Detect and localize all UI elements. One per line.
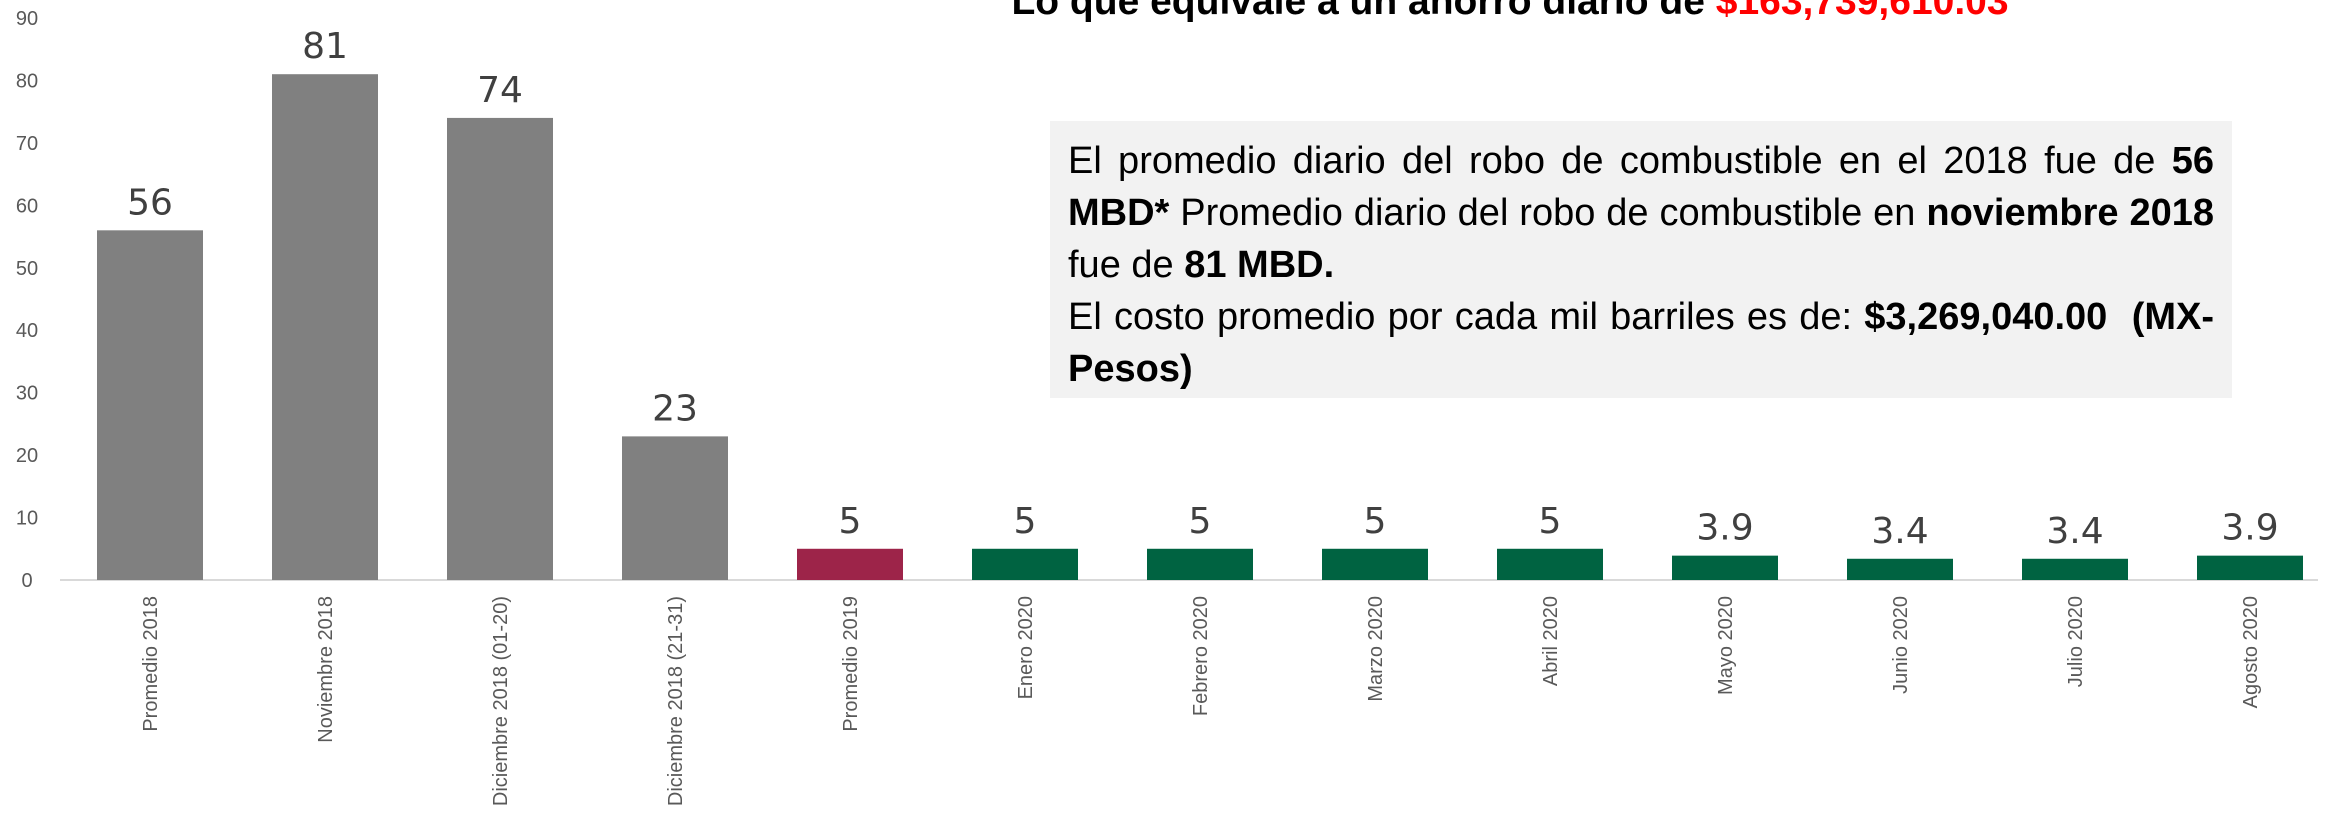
annotation-text: El promedio diario del robo de combustib… — [1068, 140, 2172, 182]
x-tick-label: Promedio 2018 — [140, 596, 162, 732]
annotation-text: noviembre 2018 — [1926, 192, 2214, 234]
chart-title: Lo que equivale a un ahorro diario de $1… — [1011, 0, 2008, 23]
bar — [447, 117, 553, 581]
x-tick-label: Promedio 2019 — [840, 596, 862, 732]
title-value: $163,739,610.03 — [1716, 0, 2009, 23]
y-tick-label: 20 — [16, 445, 38, 467]
value-label: 3.4 — [2046, 511, 2103, 552]
bar — [1322, 548, 1428, 580]
bar — [1672, 555, 1778, 580]
x-tick-label: Noviembre 2018 — [315, 596, 337, 743]
value-label: 23 — [652, 388, 698, 429]
x-tick-label: Enero 2020 — [1015, 596, 1037, 699]
y-tick-label: 40 — [16, 320, 38, 342]
annotation-text: $3,269,040.00 (MX-Pesos) — [1068, 296, 2215, 390]
bar — [2022, 558, 2128, 580]
x-tick-label: Julio 2020 — [2065, 596, 2087, 687]
bar — [2197, 555, 2303, 580]
x-tick-label: Diciembre 2018 (21-31) — [665, 596, 687, 806]
value-label: 5 — [839, 501, 862, 542]
value-label: 3.4 — [1871, 511, 1928, 552]
annotation-text: Promedio diario del robo de combustible … — [1169, 192, 1927, 234]
bar — [97, 230, 203, 581]
value-label: 5 — [1364, 501, 1387, 542]
y-tick-label: 70 — [16, 133, 38, 155]
annotation-paragraph: El promedio diario del robo de combustib… — [1068, 135, 2214, 291]
value-label: 5 — [1014, 501, 1037, 542]
y-tick-label: 50 — [16, 258, 38, 280]
x-tick-label: Abril 2020 — [1540, 596, 1562, 686]
value-label: 56 — [127, 182, 173, 223]
value-label: 5 — [1539, 501, 1562, 542]
bar — [1497, 548, 1603, 580]
y-tick-label: 30 — [16, 383, 38, 405]
y-tick-label: 90 — [16, 8, 38, 30]
title-text: Lo que equivale a un ahorro diario de — [1011, 0, 1704, 23]
bar — [622, 436, 728, 580]
bar — [272, 74, 378, 580]
y-tick-label: 0 — [21, 570, 32, 592]
y-tick-label: 60 — [16, 195, 38, 217]
y-tick-label: 80 — [16, 70, 38, 92]
bar — [1147, 548, 1253, 580]
x-tick-label: Diciembre 2018 (01-20) — [490, 596, 512, 806]
value-label: 5 — [1189, 501, 1212, 542]
y-tick-label: 10 — [16, 508, 38, 530]
x-tick-label: Mayo 2020 — [1715, 596, 1737, 695]
bar — [797, 548, 903, 580]
value-label: 74 — [477, 70, 523, 111]
annotation-text: fue de — [1068, 192, 2225, 286]
bar — [972, 548, 1078, 580]
annotation-text: 56 MBD* — [1068, 140, 2225, 234]
x-tick-label: Marzo 2020 — [1365, 596, 1387, 702]
x-tick-label: Agosto 2020 — [2240, 596, 2262, 708]
value-label: 3.9 — [1696, 508, 1753, 549]
annotation-text: El costo promedio por cada mil barriles … — [1068, 296, 1865, 338]
x-tick-label: Febrero 2020 — [1190, 596, 1212, 716]
annotation-box: El promedio diario del robo de combustib… — [1050, 121, 2232, 398]
x-tick-label: Junio 2020 — [1890, 596, 1912, 694]
value-label: 81 — [302, 26, 348, 67]
annotation-paragraph: El costo promedio por cada mil barriles … — [1068, 291, 2214, 395]
annotation-text: 81 MBD. — [1184, 244, 1335, 286]
value-label: 3.9 — [2221, 508, 2278, 549]
bar — [1847, 558, 1953, 580]
